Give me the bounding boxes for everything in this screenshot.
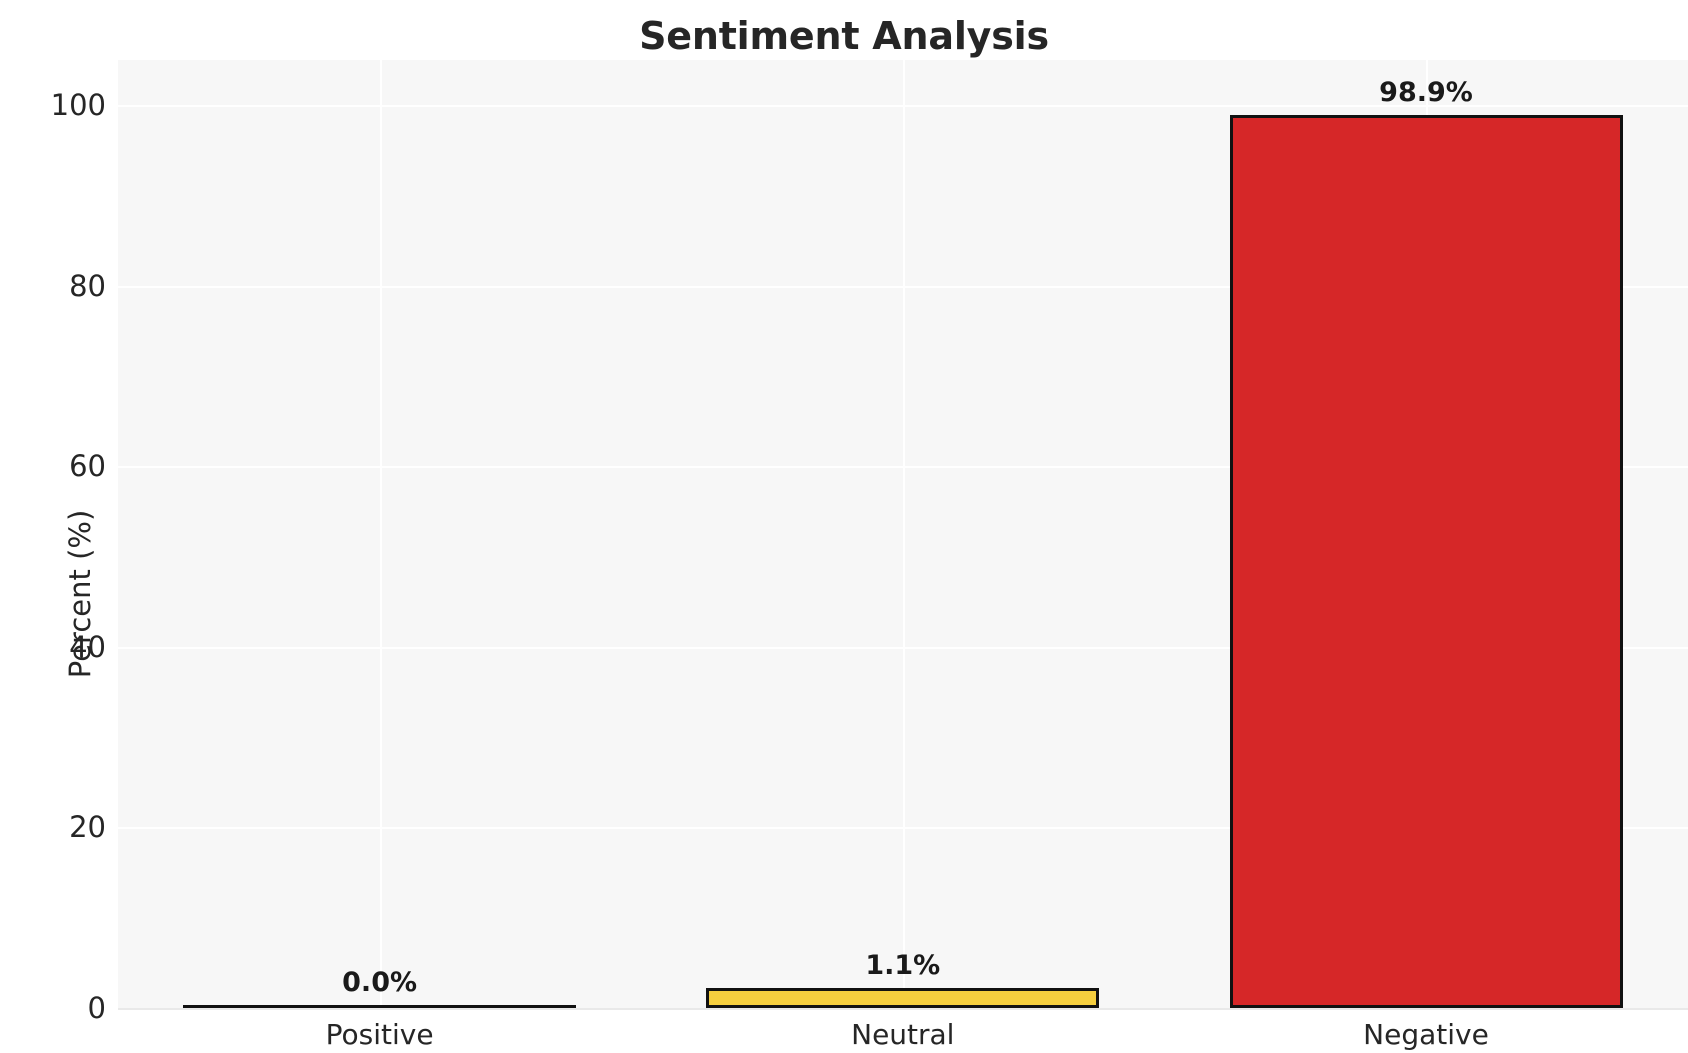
xtick-label-negative: Negative: [1363, 1018, 1489, 1051]
bar-value-negative: 98.9%: [1379, 77, 1473, 108]
bar-positive[interactable]: [183, 1005, 576, 1008]
chart-title: Sentiment Analysis: [639, 14, 1049, 58]
y-axis-label: Percent (%): [63, 509, 97, 679]
xtick-label-positive: Positive: [325, 1018, 434, 1051]
ytick-label-80: 80: [69, 268, 106, 303]
gridline-x-positive: [379, 60, 382, 1008]
ytick-label-40: 40: [69, 629, 106, 664]
ytick-label-100: 100: [50, 88, 106, 122]
bar-negative[interactable]: [1229, 114, 1623, 1008]
ytick-label-60: 60: [69, 449, 106, 484]
plot-area: 100 80 60 40 20 0 Percent (%) 0.0% 1.1% …: [51, 60, 1688, 1025]
bar-value-positive: 0.0%: [342, 967, 418, 998]
ytick-label-20: 20: [69, 810, 106, 845]
x-axis-baseline: [118, 1008, 1688, 1010]
bar-value-neutral: 1.1%: [865, 950, 941, 981]
xtick-label-neutral: Neutral: [851, 1018, 955, 1051]
ytick-label-0: 0: [87, 991, 106, 1025]
gridline-x-neutral: [902, 60, 905, 1008]
bar-neutral[interactable]: [706, 988, 1099, 1008]
